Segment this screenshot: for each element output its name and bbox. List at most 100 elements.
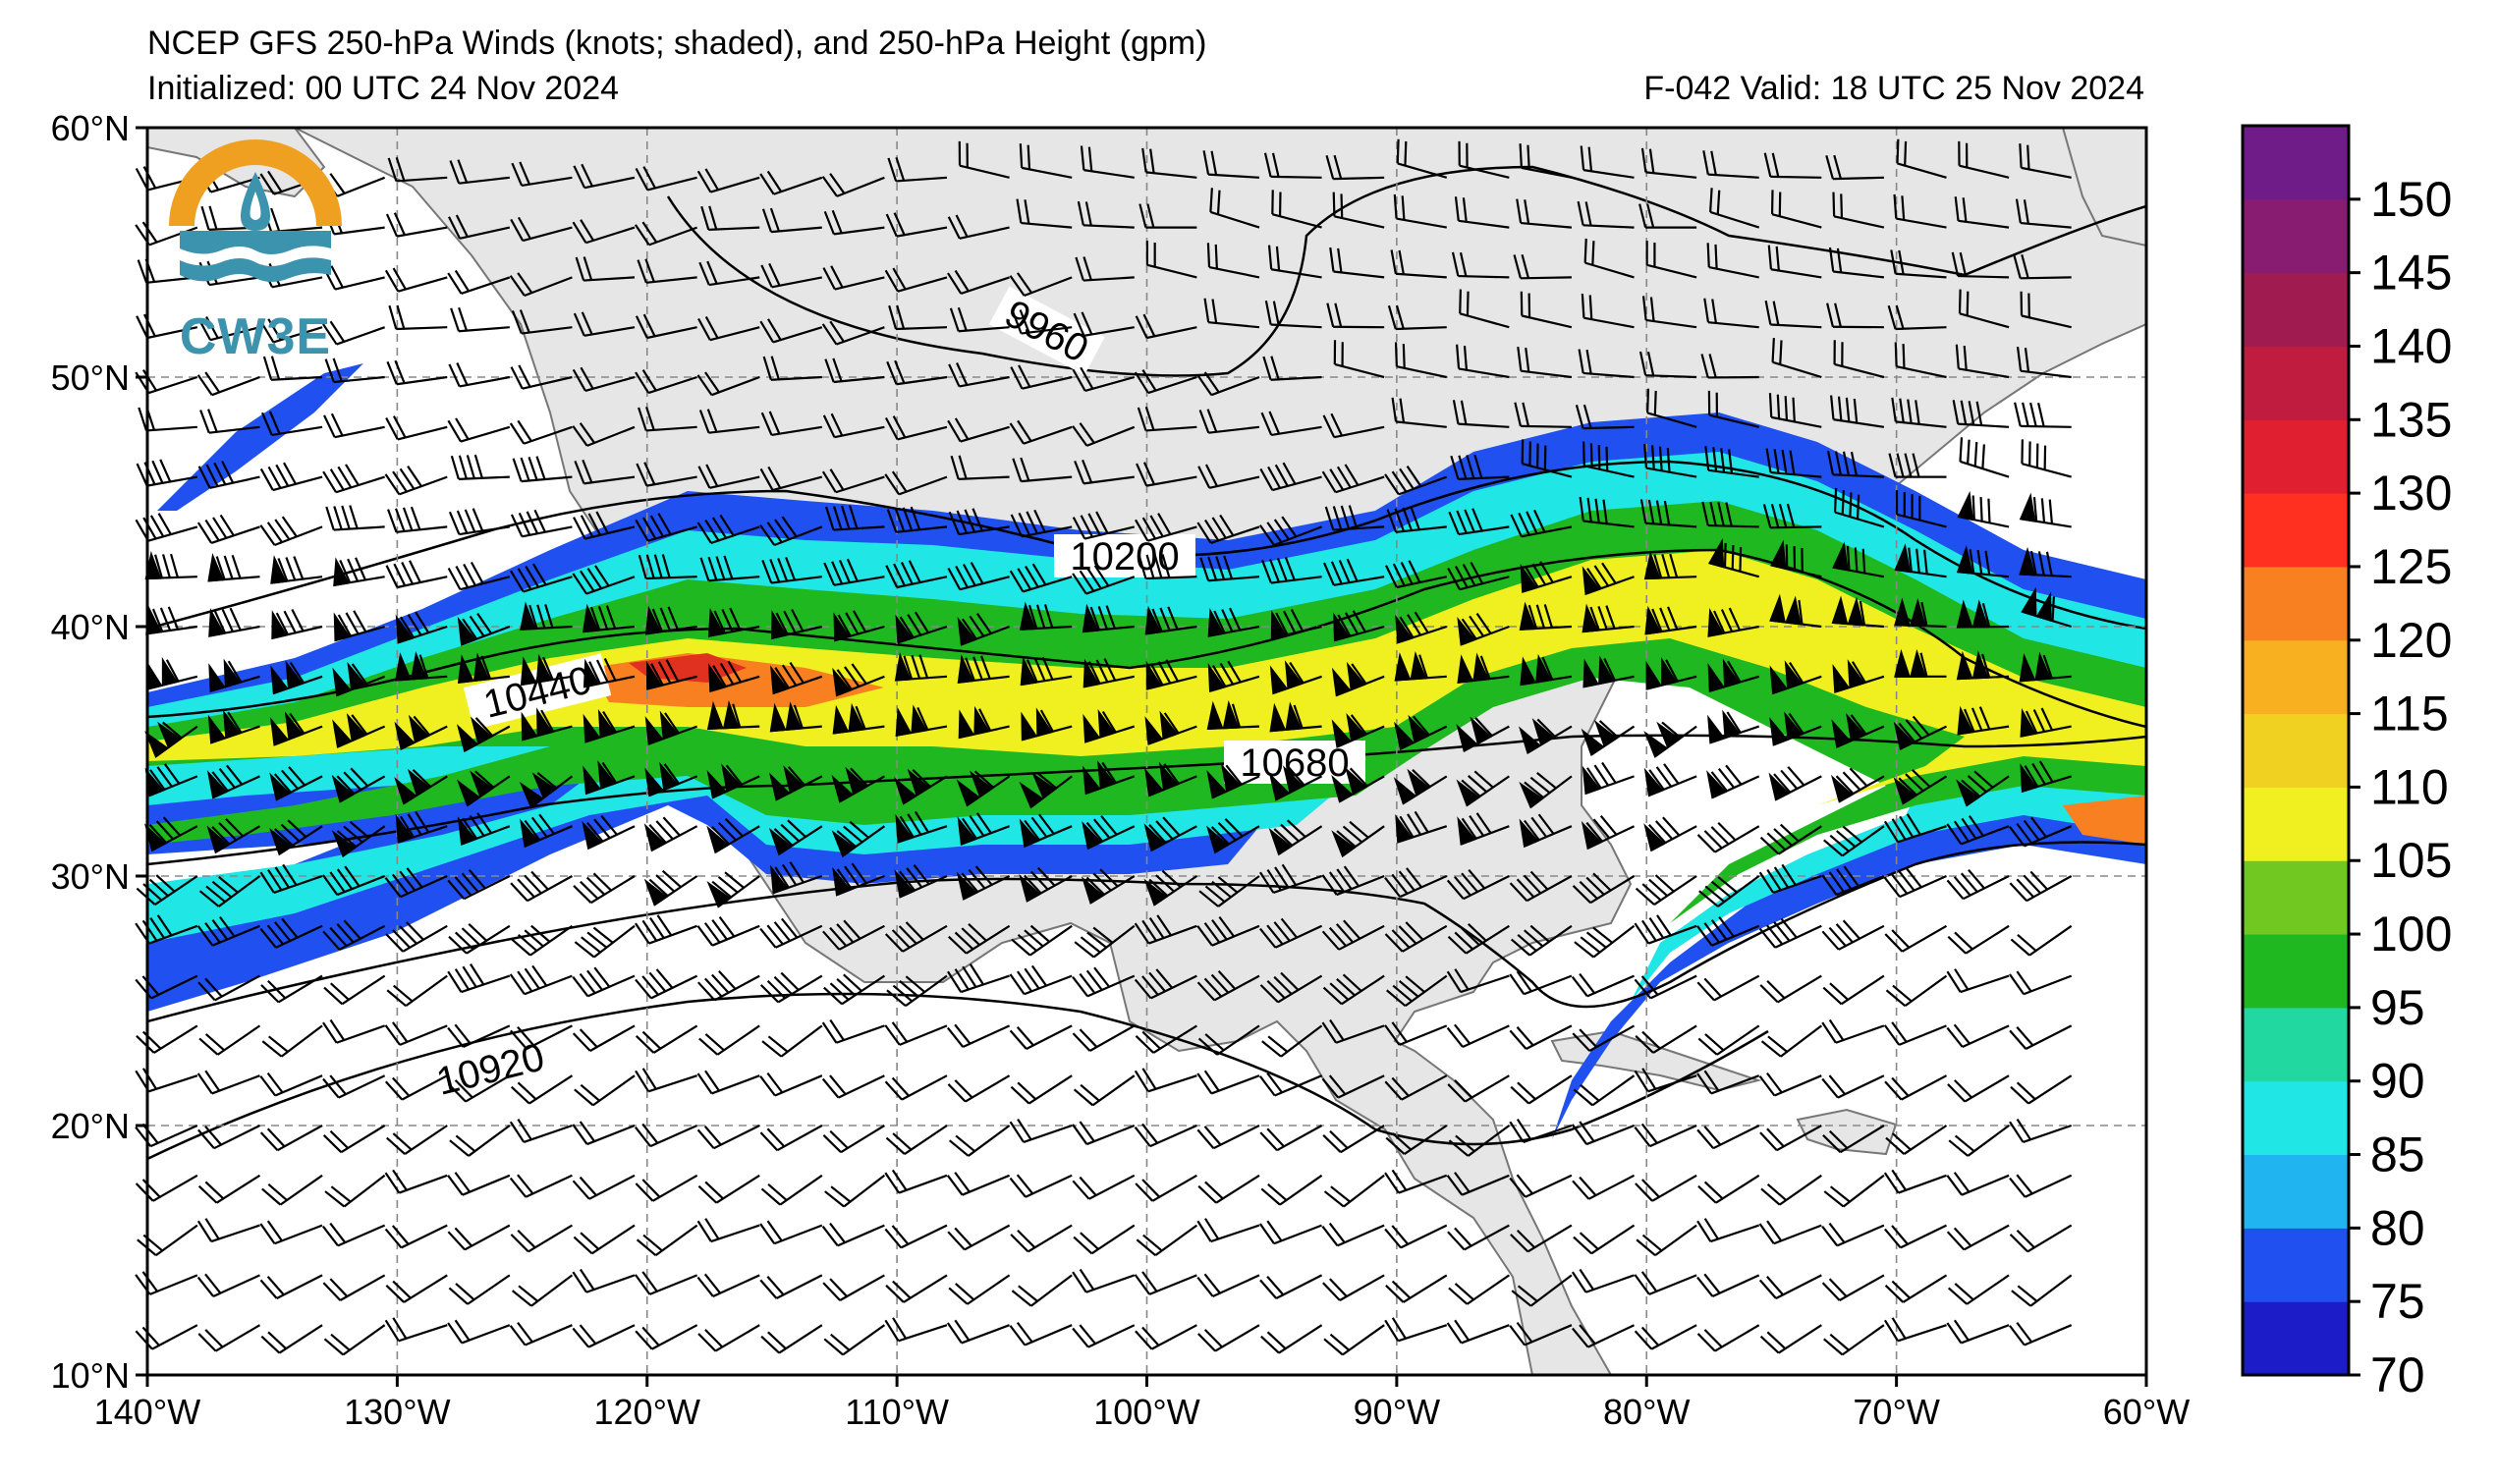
wind-barb — [1206, 700, 1260, 731]
wind-barb — [821, 1222, 885, 1247]
wind-barb — [635, 1024, 698, 1054]
wind-barb — [1573, 1074, 1636, 1107]
wind-barb — [1010, 364, 1073, 390]
wind-barb — [259, 318, 323, 344]
wind-barb — [1144, 710, 1197, 745]
wind-barb — [1825, 154, 1884, 181]
wind-barb — [447, 1224, 511, 1251]
wind-barb — [206, 764, 260, 799]
wind-barb — [1385, 560, 1447, 589]
wind-barb — [1885, 1125, 1948, 1155]
wind-barb — [2019, 651, 2072, 683]
wind-barb — [1321, 919, 1385, 951]
wind-barb — [1072, 422, 1136, 447]
wind-barb — [1946, 1023, 2010, 1048]
wind-barb — [394, 768, 448, 805]
wind-barb — [947, 214, 1010, 240]
wind-barb — [1702, 150, 1759, 179]
wind-barb — [574, 1074, 636, 1107]
lat-tick-label: 50°N — [51, 357, 130, 398]
wind-barb — [833, 610, 885, 642]
wind-barb — [1769, 711, 1822, 746]
wind-barb — [1137, 407, 1197, 432]
colorbar-tick-label: 130 — [2370, 466, 2452, 521]
wind-barb — [759, 170, 823, 195]
wind-barb — [2014, 402, 2072, 428]
wind-barb — [1511, 1274, 1573, 1307]
wind-barb — [1009, 1024, 1073, 1050]
wind-barb — [572, 422, 636, 447]
wind-barb — [884, 1317, 948, 1343]
wind-barb — [895, 704, 948, 737]
wind-barb — [572, 966, 636, 998]
wind-barb — [384, 1169, 448, 1194]
wind-barb — [957, 613, 1010, 646]
contour-9960-line — [666, 165, 2146, 377]
wind-barb — [831, 820, 886, 858]
wind-barb — [1011, 1274, 1073, 1307]
wind-barb — [1144, 605, 1197, 635]
wind-barb — [1700, 354, 1759, 379]
wind-barb — [832, 663, 885, 697]
wind-barb — [1206, 763, 1260, 799]
lon-tick-label: 110°W — [845, 1392, 949, 1432]
wind-barb — [1516, 198, 1573, 229]
wind-barb — [387, 506, 448, 533]
wind-barb — [1572, 1024, 1636, 1052]
wind-barb — [1581, 815, 1636, 851]
wind-barb — [520, 813, 573, 849]
wind-barb — [1073, 1224, 1136, 1255]
wind-barb — [1762, 503, 1822, 529]
wind-barb — [511, 1274, 574, 1307]
wind-barb — [2019, 546, 2072, 578]
wind-barb — [635, 313, 697, 340]
wind-barb — [1448, 508, 1510, 536]
wind-barb — [447, 1172, 511, 1196]
wind-barb — [456, 770, 511, 807]
wind-barb — [1706, 243, 1759, 279]
wind-barb — [894, 863, 948, 899]
wind-barb — [323, 1324, 386, 1356]
wind-barb — [1197, 1024, 1260, 1056]
wind-barb — [1447, 1074, 1510, 1103]
wind-barb — [1947, 1274, 2010, 1305]
wind-barb — [948, 1125, 1011, 1157]
wind-barb — [196, 1070, 260, 1095]
wind-barb — [638, 407, 697, 432]
wind-barb — [2020, 291, 2072, 329]
wind-barb — [324, 357, 385, 384]
wind-barb — [198, 1024, 261, 1056]
wind-barb — [583, 657, 636, 688]
wind-barb — [322, 865, 386, 897]
wind-barb — [1009, 272, 1073, 298]
colorbar-bin — [2243, 713, 2349, 788]
wind-barb — [1510, 1224, 1573, 1253]
wind-barb — [207, 709, 260, 744]
wind-barb — [1696, 1218, 1760, 1243]
wind-barb — [1703, 298, 1759, 329]
wind-barb — [270, 555, 323, 584]
wind-barb — [2009, 1174, 2073, 1198]
wind-barb — [643, 816, 698, 852]
wind-barb — [1446, 968, 1510, 994]
colorbar-bin — [2243, 1228, 2349, 1302]
wind-barb — [510, 1024, 573, 1050]
wind-barb — [947, 1074, 1011, 1103]
wind-barb — [1081, 868, 1136, 905]
wind-barb — [1832, 659, 1885, 693]
wind-barb — [1258, 516, 1322, 547]
wind-barb — [395, 651, 448, 682]
wind-barb — [2020, 760, 2073, 794]
wind-barb — [1261, 557, 1322, 584]
wind-barb — [1144, 761, 1197, 797]
wind-barb — [1957, 490, 2010, 528]
wind-barb — [1384, 867, 1448, 899]
wind-barb — [1262, 356, 1322, 381]
wind-barb — [1514, 402, 1572, 428]
colorbar-tick-label: 100 — [2370, 907, 2452, 962]
wind-barb — [1888, 453, 1947, 478]
wind-barb — [259, 462, 323, 492]
wind-barb — [447, 417, 511, 443]
wind-barb — [950, 455, 1010, 480]
